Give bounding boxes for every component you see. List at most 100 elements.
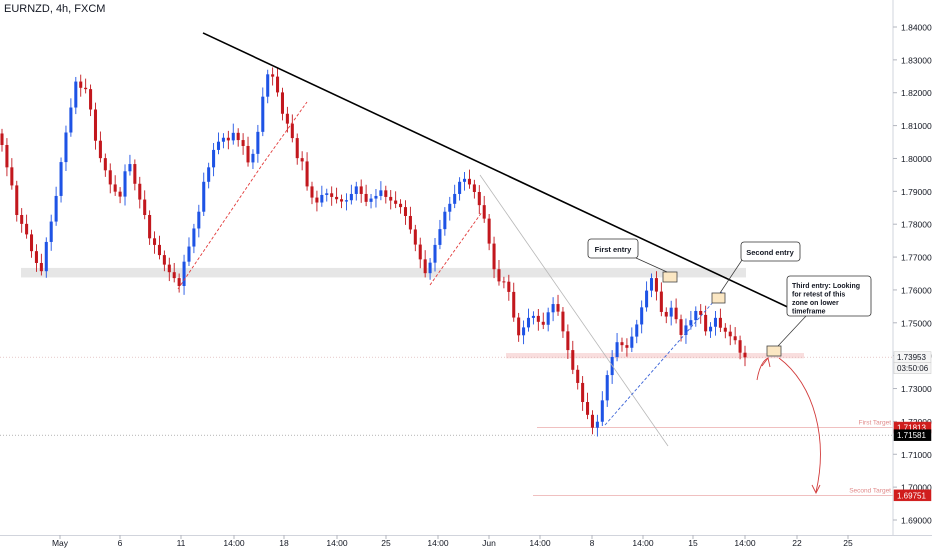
candle-body (39, 262, 43, 272)
candle-body (718, 317, 722, 328)
candle-body (576, 369, 580, 383)
candle-body (5, 144, 9, 168)
x-tick-label: 14:00 (326, 538, 348, 548)
candle-body (0, 133, 4, 145)
small-bounce-arrowhead (761, 356, 771, 368)
y-tick-label: 1.77000 (901, 253, 932, 263)
candle-body (389, 196, 393, 201)
candle-body (325, 193, 329, 195)
candle-body (433, 244, 437, 263)
candle-body (723, 327, 727, 332)
x-tick-label: 15 (688, 538, 698, 548)
x-tick-label: Jun (482, 538, 496, 548)
second-target-tag-bg (893, 489, 932, 502)
third-entry-text-line: zone on lower (792, 300, 839, 307)
candle-body (502, 281, 506, 283)
candle-body (207, 167, 211, 182)
candle-body (44, 241, 48, 272)
candle-body (231, 132, 235, 141)
second-entry-box (711, 292, 726, 304)
candle-body (197, 211, 201, 229)
candle-body (467, 178, 471, 185)
candle-body (143, 199, 147, 215)
support-zone (21, 267, 746, 278)
candle-body (20, 214, 24, 224)
candle-body (403, 207, 408, 216)
third-entry-text-line: timeframe (792, 309, 826, 316)
candle-body (590, 414, 594, 428)
y-tick-label: 1.81000 (901, 121, 932, 131)
candle-body (487, 218, 491, 244)
candle-body (74, 81, 78, 108)
candle-body (595, 421, 599, 428)
first-entry-callout (587, 238, 639, 259)
candle-body (600, 400, 604, 422)
candle-body (349, 193, 353, 201)
candle-body (738, 340, 742, 353)
candle-body (236, 132, 240, 141)
candle-body (256, 131, 260, 154)
x-tick-label: 25 (381, 538, 391, 548)
candle-body (556, 304, 560, 312)
candle-body (443, 211, 447, 230)
candle-body (413, 229, 417, 245)
candle-body (699, 310, 703, 315)
third-entry-callout (786, 275, 872, 317)
third-entry-box (766, 345, 782, 357)
x-tick-label: 14:00 (632, 538, 654, 548)
second-target-label: Second Target (849, 487, 891, 494)
candle-body (522, 327, 526, 336)
candle-body (335, 196, 339, 200)
countdown-tag: 03:50:06 (897, 364, 929, 373)
candle-body (285, 113, 289, 124)
candle-body (625, 345, 629, 348)
candle-body (113, 184, 117, 192)
candle-body (34, 251, 38, 263)
y-tick-label: 1.83000 (901, 55, 932, 65)
first-entry-box (662, 271, 678, 283)
candle-body (25, 223, 29, 235)
candle-body (733, 336, 737, 341)
candle-body (369, 198, 373, 202)
candle-body (54, 195, 58, 222)
candle-body (497, 269, 501, 282)
drawing-layer: First entry Second entry Third entry: Look… (177, 32, 872, 495)
y-tick-label: 1.78000 (901, 220, 932, 230)
candle-body (212, 149, 216, 168)
candle-body (472, 184, 476, 192)
candle-body (689, 320, 693, 326)
y-tick-label: 1.82000 (901, 88, 932, 98)
rising-dash-2 (261, 101, 308, 166)
candle-body (526, 317, 531, 328)
first-entry-pointer (635, 257, 668, 273)
candle-body (428, 262, 432, 274)
candle-body (477, 191, 481, 206)
y-tick-label: 1.75000 (901, 318, 932, 328)
resistance-zone (506, 353, 804, 359)
candle-body (246, 145, 250, 163)
x-tick-label: 11 (177, 538, 186, 548)
candle-body (187, 246, 191, 262)
x-tick-label: 6 (118, 538, 123, 548)
candle-body (541, 321, 545, 325)
second-entry-pointer (719, 259, 743, 294)
candle-body (153, 238, 157, 245)
candle-body (251, 153, 255, 163)
candle-body (679, 319, 683, 335)
candle-body (463, 178, 467, 182)
candle-body (98, 140, 102, 159)
candle-body (123, 171, 127, 197)
zone-layer: First Target Second Target (0, 267, 893, 496)
candle-body (517, 317, 521, 336)
candle-body (290, 123, 294, 139)
candle-body (546, 312, 550, 325)
candle-body (339, 199, 344, 202)
candle-body (507, 281, 511, 292)
candle-body (512, 291, 516, 318)
candle-body (399, 203, 403, 208)
y-tick-label: 1.76000 (901, 285, 932, 295)
candle-body (713, 317, 718, 327)
